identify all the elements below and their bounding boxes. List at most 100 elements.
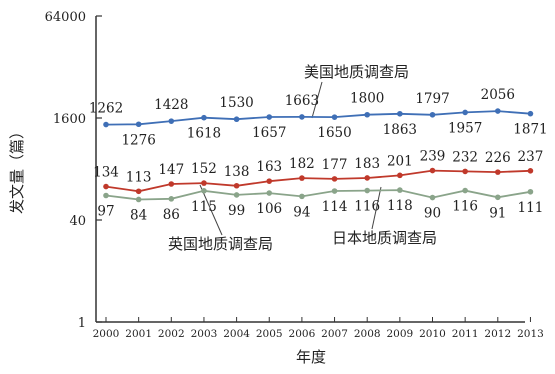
x-tick-label: 2010 (419, 328, 446, 340)
data-label: 94 (293, 204, 310, 220)
y-ticks: 1 40 1600 64000 (45, 10, 102, 331)
data-label: 152 (191, 161, 217, 177)
x-tick-label: 2013 (517, 328, 544, 340)
data-label: 91 (489, 205, 506, 221)
y-tick-label: 64000 (45, 10, 86, 25)
data-label: 1276 (121, 132, 155, 148)
data-label: 147 (158, 162, 184, 178)
data-point (103, 121, 109, 128)
x-tick-label: 2012 (484, 328, 511, 340)
data-point (364, 175, 371, 181)
data-label: 1428 (154, 97, 188, 113)
data-label: 232 (452, 149, 478, 165)
data-label: 239 (420, 149, 446, 165)
series-annotation: 日本地质调查局 (332, 229, 437, 247)
data-label: 1262 (89, 101, 123, 117)
data-point (462, 168, 468, 175)
data-point (397, 110, 403, 117)
data-label: 86 (163, 207, 180, 223)
data-point (168, 181, 175, 187)
data-label: 99 (228, 203, 245, 219)
data-point (201, 187, 207, 194)
series-points (103, 108, 534, 203)
data-label: 1650 (317, 125, 351, 141)
data-point (201, 180, 207, 186)
data-label: 90 (424, 206, 441, 222)
x-tick-label: 2005 (256, 328, 283, 340)
data-point (266, 190, 273, 196)
data-label: 1530 (219, 95, 253, 111)
data-point (429, 194, 436, 201)
x-tick-label: 2000 (93, 328, 120, 340)
data-point (429, 167, 436, 174)
x-tick-label: 2004 (223, 328, 250, 340)
data-point (331, 176, 338, 182)
data-label: 182 (289, 156, 315, 172)
data-point (299, 175, 305, 181)
annotation-leader-line (311, 81, 323, 119)
data-label: 1618 (187, 126, 221, 142)
x-tick-label: 2008 (354, 328, 381, 340)
data-point (527, 110, 534, 117)
data-label: 237 (518, 149, 544, 165)
data-label: 134 (93, 165, 119, 181)
data-label: 115 (191, 199, 217, 215)
data-point (397, 187, 403, 193)
data-label: 1797 (415, 91, 449, 107)
data-label: 111 (518, 200, 544, 216)
x-tick-label: 2002 (158, 328, 185, 340)
data-label: 113 (126, 169, 152, 185)
x-tick-label: 2009 (386, 328, 413, 340)
data-point (266, 114, 273, 120)
series-annotation: 美国地质调查局 (304, 63, 409, 81)
data-label: 118 (387, 198, 413, 214)
data-point (135, 121, 142, 128)
annotation-leader-line (371, 186, 382, 230)
data-point (462, 109, 468, 116)
data-point (135, 196, 142, 203)
data-label: 163 (256, 159, 282, 175)
series-annotation: 英国地质调查局 (168, 235, 273, 253)
data-point (135, 188, 142, 195)
data-label: 226 (485, 150, 511, 166)
data-label: 1657 (252, 125, 286, 141)
data-label: 1957 (448, 120, 482, 136)
x-tick-label: 2003 (191, 328, 218, 340)
axes (95, 16, 525, 323)
data-point (527, 168, 534, 174)
data-point (331, 188, 338, 194)
data-point (299, 193, 305, 200)
data-label: 2056 (481, 87, 515, 103)
data-point (331, 114, 338, 120)
data-label: 116 (354, 199, 380, 215)
data-point (103, 192, 109, 199)
data-point (168, 118, 175, 124)
x-tick-label: 2007 (321, 328, 348, 340)
data-label: 1800 (350, 91, 384, 107)
data-label: 1663 (285, 93, 319, 109)
y-tick-label: 1600 (53, 112, 86, 127)
series-line-1 (105, 110, 531, 126)
data-label: 1871 (513, 122, 547, 138)
y-tick-label: 40 (69, 214, 86, 229)
series-lines (105, 110, 531, 201)
data-point (397, 172, 403, 179)
data-label: 183 (354, 156, 380, 172)
data-point (233, 192, 240, 198)
series-line-2 (105, 169, 531, 193)
x-tick-label: 2001 (125, 328, 152, 340)
data-point (266, 178, 273, 184)
x-tick-label: 2006 (289, 328, 316, 340)
data-point (103, 183, 109, 190)
data-point (495, 194, 501, 201)
data-point (299, 114, 305, 120)
data-label: 138 (224, 164, 250, 180)
data-label: 116 (452, 199, 478, 215)
data-point (233, 116, 240, 123)
data-label: 97 (97, 204, 114, 220)
x-ticks: 2000 2001 2002 2003 2004 2005 2006 2007 2008 2009… (93, 317, 544, 340)
data-point (201, 114, 207, 121)
series-line-3 (105, 189, 531, 201)
